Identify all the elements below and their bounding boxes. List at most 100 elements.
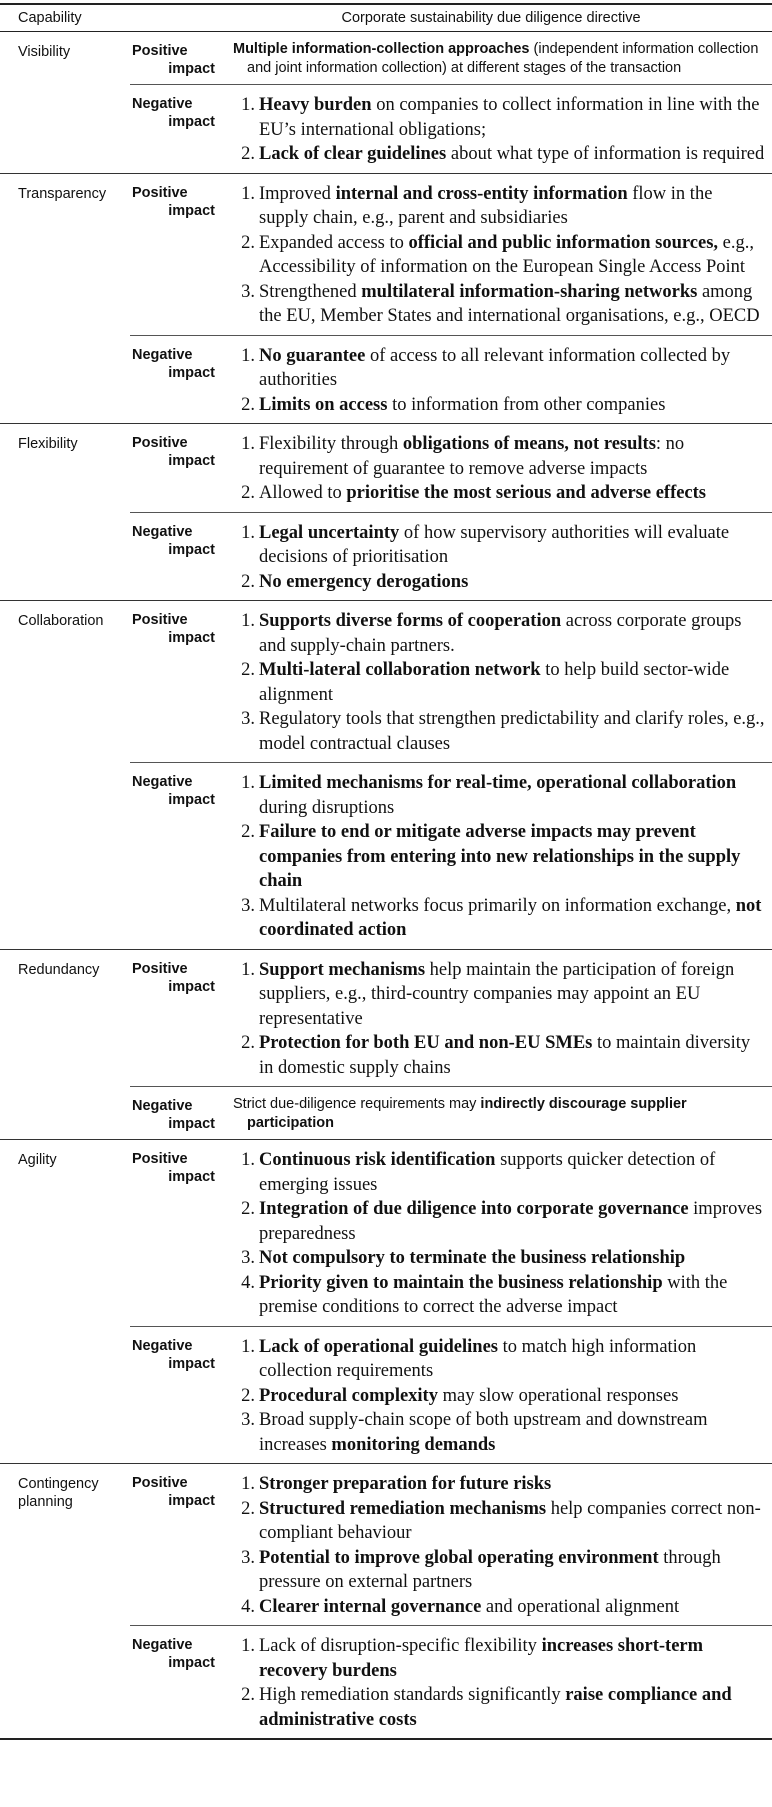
list-item: 2. Expanded access to official and public…: [233, 231, 766, 280]
positive-impact-content: 1. Flexibility through obligations of mea…: [215, 432, 772, 506]
bold-text: Procedural complexity: [259, 1385, 438, 1406]
label-line: Positive: [132, 435, 188, 451]
capability-row: Transparency Positive impact 1. Improved int…: [0, 174, 772, 424]
list-item: 2. High remediation standards significant…: [233, 1683, 766, 1732]
impact-list: 1. Legal uncertainty of how supervisory a…: [233, 521, 766, 595]
positive-impact-label: Positive impact: [130, 609, 215, 756]
bold-text: not coordinated action: [259, 895, 762, 941]
list-item: 3. Not compulsory to terminate the busine…: [233, 1246, 766, 1271]
capability-name: Agility: [18, 1152, 57, 1168]
positive-impact-label: Positive impact: [130, 1472, 215, 1619]
positive-impact-row: Positive impact 1. Improved internal and cr…: [130, 174, 772, 335]
text: about what type of information is requir…: [446, 144, 765, 164]
item-number: 2.: [241, 144, 255, 164]
negative-impact-row: Negative impact 1. Legal uncertainty of how…: [130, 511, 772, 601]
list-item: 3. Regulatory tools that strengthen predi…: [233, 707, 766, 756]
negative-impact-content: Strict due-diligence requirements may in…: [215, 1095, 772, 1133]
impact-list: 1. Continuous risk identification support…: [233, 1148, 766, 1320]
bold-text: Potential to improve global operating en…: [259, 1547, 659, 1568]
impact-list: 1. Heavy burden on companies to collect i…: [233, 93, 766, 167]
list-item: 1. Continuous risk identification support…: [233, 1148, 766, 1197]
text: and operational alignment: [481, 1596, 680, 1617]
item-number: 1.: [241, 183, 255, 204]
label-line: Negative: [132, 1337, 193, 1354]
bold-text: official and public information sources,: [408, 232, 719, 253]
list-item: 2. Allowed to prioritise the most serious…: [233, 481, 766, 506]
impact-group: Positive impact Multiple information-colle…: [130, 32, 772, 173]
item-number: 4.: [241, 1596, 255, 1617]
text: Flexibility through: [259, 434, 403, 454]
negative-impact-label: Negative impact: [130, 344, 215, 418]
item-number: 1.: [241, 345, 255, 366]
item-number: 2.: [241, 660, 255, 680]
label-line: Negative: [132, 346, 193, 363]
positive-impact-content: 1. Stronger preparation for future risks 2…: [215, 1472, 772, 1619]
list-item: 1. Lack of operational guidelines to matc…: [233, 1335, 766, 1384]
bold-text: monitoring demands: [331, 1434, 496, 1455]
text: of access to all relevant information co…: [259, 345, 731, 391]
text: Strict due-diligence requirements may: [233, 1096, 481, 1112]
list-item: 1. Improved internal and cross-entity inf…: [233, 182, 766, 231]
negative-impact-row: Negative impact 1. Lack of operational guid…: [130, 1325, 772, 1464]
negative-impact-content: 1. Heavy burden on companies to collect i…: [215, 93, 772, 167]
item-number: 1.: [241, 959, 255, 980]
list-item: 3. Potential to improve global operating …: [233, 1546, 766, 1595]
negative-impact-row: Negative impact Strict due-diligence requi…: [130, 1086, 772, 1139]
item-number: 2.: [241, 1033, 255, 1053]
text: flow in the supply chain, e.g., parent a…: [259, 183, 713, 229]
impact-list: 1. Stronger preparation for future risks 2…: [233, 1472, 766, 1619]
list-item: 2. Lack of clear guidelines about what ty…: [233, 142, 766, 167]
label-line: impact: [168, 1493, 215, 1509]
negative-impact-content: 1. Limited mechanisms for real-time, oper…: [215, 771, 772, 943]
positive-impact-label: Positive impact: [130, 40, 215, 78]
bold-text: raise compliance and administrative cost…: [259, 1685, 732, 1730]
label-line: impact: [168, 792, 215, 808]
item-number: 2.: [241, 394, 255, 415]
label-line: impact: [168, 1655, 215, 1671]
list-item: 3. Strengthened multilateral information-…: [233, 280, 766, 329]
bold-text: Legal uncertainty: [259, 522, 400, 543]
list-item: 3. Broad supply-chain scope of both upstr…: [233, 1408, 766, 1457]
positive-impact-content: Multiple information-collection approach…: [215, 40, 772, 78]
text: Improved: [259, 183, 336, 204]
label-line: Positive: [132, 960, 188, 977]
list-item: 4. Priority given to maintain the busines…: [233, 1271, 766, 1320]
text: to information from other companies: [387, 394, 666, 415]
capability-name: Flexibility: [18, 436, 78, 452]
list-item: 2. Failure to end or mitigate adverse imp…: [233, 820, 766, 894]
positive-impact-label: Positive impact: [130, 1148, 215, 1320]
text: supports quicker detection of emerging i…: [259, 1150, 716, 1195]
bold-text: Continuous risk identification: [259, 1150, 496, 1170]
label-line: impact: [168, 1355, 215, 1372]
label-line: impact: [168, 541, 215, 558]
positive-impact-label: Positive impact: [130, 182, 215, 329]
label-line: Negative: [132, 774, 193, 790]
text: during disruptions: [259, 797, 395, 818]
bold-text: prioritise the most serious and adverse …: [346, 483, 707, 503]
label-line: Negative: [132, 96, 193, 112]
item-number: 1.: [241, 1150, 255, 1170]
item-number: 2.: [241, 571, 255, 592]
positive-impact-row: Positive impact 1. Continuous risk identifi…: [130, 1140, 772, 1326]
positive-impact-label: Positive impact: [130, 958, 215, 1081]
capability-row: Collaboration Positive impact 1. Supports di…: [0, 601, 772, 950]
text: on companies to collect information in l…: [259, 95, 760, 140]
impact-group: Positive impact 1. Improved internal and cr…: [130, 174, 772, 424]
negative-impact-label: Negative impact: [130, 93, 215, 167]
item-number: 1.: [241, 611, 255, 631]
label-line: Negative: [132, 1637, 193, 1653]
label-line: impact: [168, 61, 215, 77]
positive-impact-content: 1. Support mechanisms help maintain the p…: [215, 958, 772, 1081]
bold-text: Lack of operational guidelines: [259, 1336, 498, 1357]
list-item: 2. Structured remediation mechanisms help…: [233, 1497, 766, 1546]
text: High remediation standards significantly: [259, 1685, 566, 1705]
item-number: 2.: [241, 1385, 255, 1406]
item-number: 3.: [241, 1547, 255, 1568]
list-item: 2. Limits on access to information from o…: [233, 393, 766, 418]
text: Broad supply-chain scope of both upstrea…: [259, 1410, 708, 1455]
capability-name: Redundancy: [18, 961, 100, 978]
bold-text: obligations of means, not results: [402, 434, 656, 454]
bold-text: Clearer internal governance: [259, 1596, 482, 1617]
label-line: impact: [168, 1116, 215, 1132]
negative-impact-row: Negative impact 1. Limited mechanisms for r…: [130, 762, 772, 949]
